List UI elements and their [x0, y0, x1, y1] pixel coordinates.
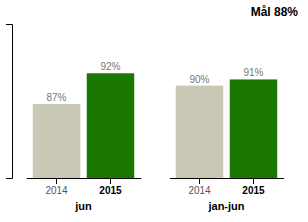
bar [230, 79, 277, 178]
x-tick-mark [199, 178, 200, 184]
x-axis-line [27, 178, 141, 179]
data-label: 90% [190, 74, 210, 85]
data-label: 91% [243, 67, 263, 78]
x-axis: 2014 2015 [27, 178, 141, 196]
x-axis-line [170, 178, 284, 179]
annotation: Mål 88% [251, 5, 299, 19]
x-tick-label: 2014 [45, 185, 68, 196]
group-label: jan-jun [207, 200, 244, 212]
data-label: 87% [47, 92, 67, 103]
chart-svg: 87% 90% 92% 91% 2014 2015 jun 2014 2015 jan-jun Må… [0, 0, 308, 222]
x-tick-mark [253, 178, 254, 184]
x-axis: 2014 2015 [170, 178, 284, 196]
x-tick: 2015 [242, 178, 265, 196]
data-labels: 87% 90% 92% 91% [47, 61, 264, 103]
x-tick: 2014 [188, 178, 211, 196]
chart-container: 87% 90% 92% 91% 2014 2015 jun 2014 2015 jan-jun Må… [0, 0, 308, 222]
x-tick-label: 2015 [99, 185, 122, 196]
y-axis-line [6, 25, 13, 179]
x-tick-label: 2015 [242, 185, 265, 196]
x-tick: 2014 [45, 178, 68, 196]
x-tick-mark [110, 178, 111, 184]
plot: 87% 90% 92% 91% 2014 2015 jun 2014 2015 jan-jun [6, 25, 284, 213]
y-axis [6, 25, 13, 179]
x-tick: 2015 [99, 178, 122, 196]
bar [87, 73, 134, 178]
x-tick-label: 2014 [188, 185, 211, 196]
bar [33, 104, 80, 178]
x-tick-mark [56, 178, 57, 184]
bar [176, 86, 223, 178]
data-label: 92% [100, 61, 120, 72]
group-label: jun [74, 200, 92, 212]
bars [33, 73, 277, 178]
